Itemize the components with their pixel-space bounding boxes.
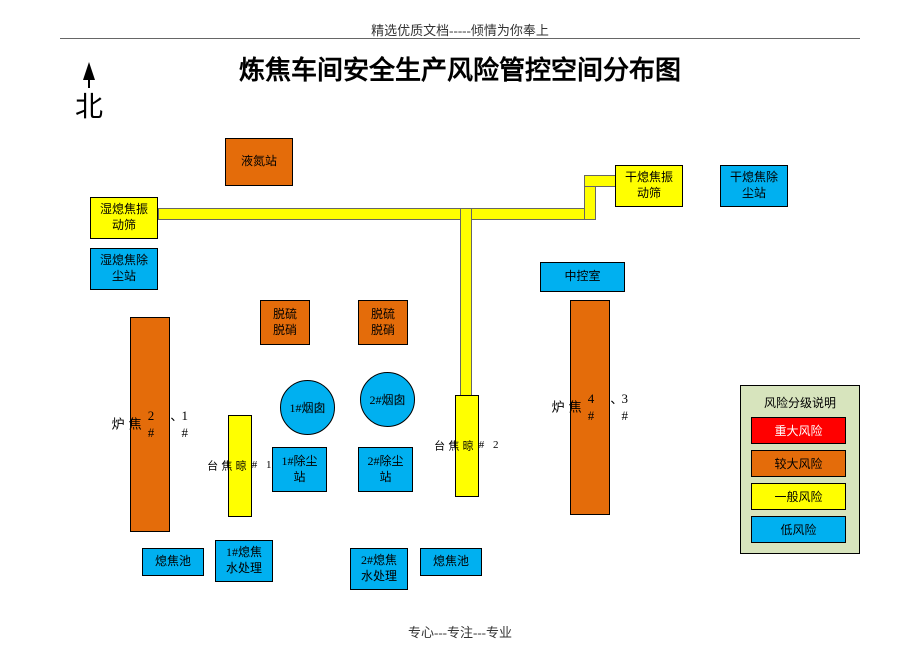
block-quench_pool1: 熄焦池 bbox=[142, 548, 204, 576]
block-dry_dust: 干熄焦除 尘站 bbox=[720, 165, 788, 207]
block-lookout1: 1 # 晾 焦 台 bbox=[228, 415, 252, 517]
block-quench_pool2: 熄焦池 bbox=[420, 548, 482, 576]
block-label: 液氮站 bbox=[241, 154, 277, 170]
block-label: 1# 、 2# 焦 炉 bbox=[108, 408, 192, 442]
legend-item-3: 低风险 bbox=[751, 516, 846, 543]
circle-chimney2: 2#烟囱 bbox=[360, 372, 415, 427]
pipe-segment bbox=[460, 208, 472, 398]
block-lookout2: 2 # 晾 焦 台 bbox=[455, 395, 479, 497]
block-label: 1#熄焦 水处理 bbox=[226, 545, 262, 576]
block-wet_dust: 湿熄焦除 尘站 bbox=[90, 248, 158, 290]
block-label: 熄焦池 bbox=[433, 554, 469, 570]
legend-title: 风险分级说明 bbox=[751, 394, 849, 411]
block-quench_water1: 1#熄焦 水处理 bbox=[215, 540, 273, 582]
north-label: 北 bbox=[75, 85, 103, 125]
block-label: 中控室 bbox=[564, 269, 600, 285]
page-footer: 专心---专注---专业 bbox=[0, 622, 920, 641]
diagram-title: 炼焦车间安全生产风险管控空间分布图 bbox=[0, 50, 920, 87]
block-desulf2: 脱硫 脱硝 bbox=[358, 300, 408, 345]
block-dust1: 1#除尘 站 bbox=[272, 447, 327, 492]
block-quench_water2: 2#熄焦 水处理 bbox=[350, 548, 408, 590]
legend-item-0: 重大风险 bbox=[751, 417, 846, 444]
circle-label: 2#烟囱 bbox=[369, 391, 405, 408]
block-label: 干熄焦除 尘站 bbox=[730, 170, 778, 201]
block-label: 1#除尘 站 bbox=[281, 454, 317, 485]
pipe-segment bbox=[158, 208, 593, 220]
block-label: 3# 、 4# 焦 炉 bbox=[548, 391, 632, 425]
block-desulf1: 脱硫 脱硝 bbox=[260, 300, 310, 345]
circle-label: 1#烟囱 bbox=[289, 399, 325, 416]
block-ctrl_room: 中控室 bbox=[540, 262, 625, 292]
legend-item-1: 较大风险 bbox=[751, 450, 846, 477]
block-dry_vib: 干熄焦振 动筛 bbox=[615, 165, 683, 207]
block-label: 干熄焦振 动筛 bbox=[625, 170, 673, 201]
header-rule bbox=[60, 38, 860, 39]
block-label: 1 # 晾 焦 台 bbox=[204, 459, 275, 473]
block-furnace34: 3# 、 4# 焦 炉 bbox=[570, 300, 610, 515]
block-label: 湿熄焦除 尘站 bbox=[100, 253, 148, 284]
block-label: 熄焦池 bbox=[155, 554, 191, 570]
block-wet_vib: 湿熄焦振 动筛 bbox=[90, 197, 158, 239]
block-dust2: 2#除尘 站 bbox=[358, 447, 413, 492]
block-liq_n2: 液氮站 bbox=[225, 138, 293, 186]
diagram-page: { "header": "精选优质文档-----倾情为你奉上", "footer… bbox=[0, 0, 920, 651]
block-label: 2#熄焦 水处理 bbox=[361, 553, 397, 584]
page-header: 精选优质文档-----倾情为你奉上 bbox=[0, 20, 920, 39]
block-label: 湿熄焦振 动筛 bbox=[100, 202, 148, 233]
legend-box: 风险分级说明重大风险较大风险一般风险低风险 bbox=[740, 385, 860, 554]
block-label: 2#除尘 站 bbox=[367, 454, 403, 485]
block-label: 脱硫 脱硝 bbox=[371, 307, 395, 338]
block-label: 2 # 晾 焦 台 bbox=[431, 439, 502, 453]
circle-chimney1: 1#烟囱 bbox=[280, 380, 335, 435]
block-label: 脱硫 脱硝 bbox=[273, 307, 297, 338]
block-furnace12: 1# 、 2# 焦 炉 bbox=[130, 317, 170, 532]
legend-item-2: 一般风险 bbox=[751, 483, 846, 510]
